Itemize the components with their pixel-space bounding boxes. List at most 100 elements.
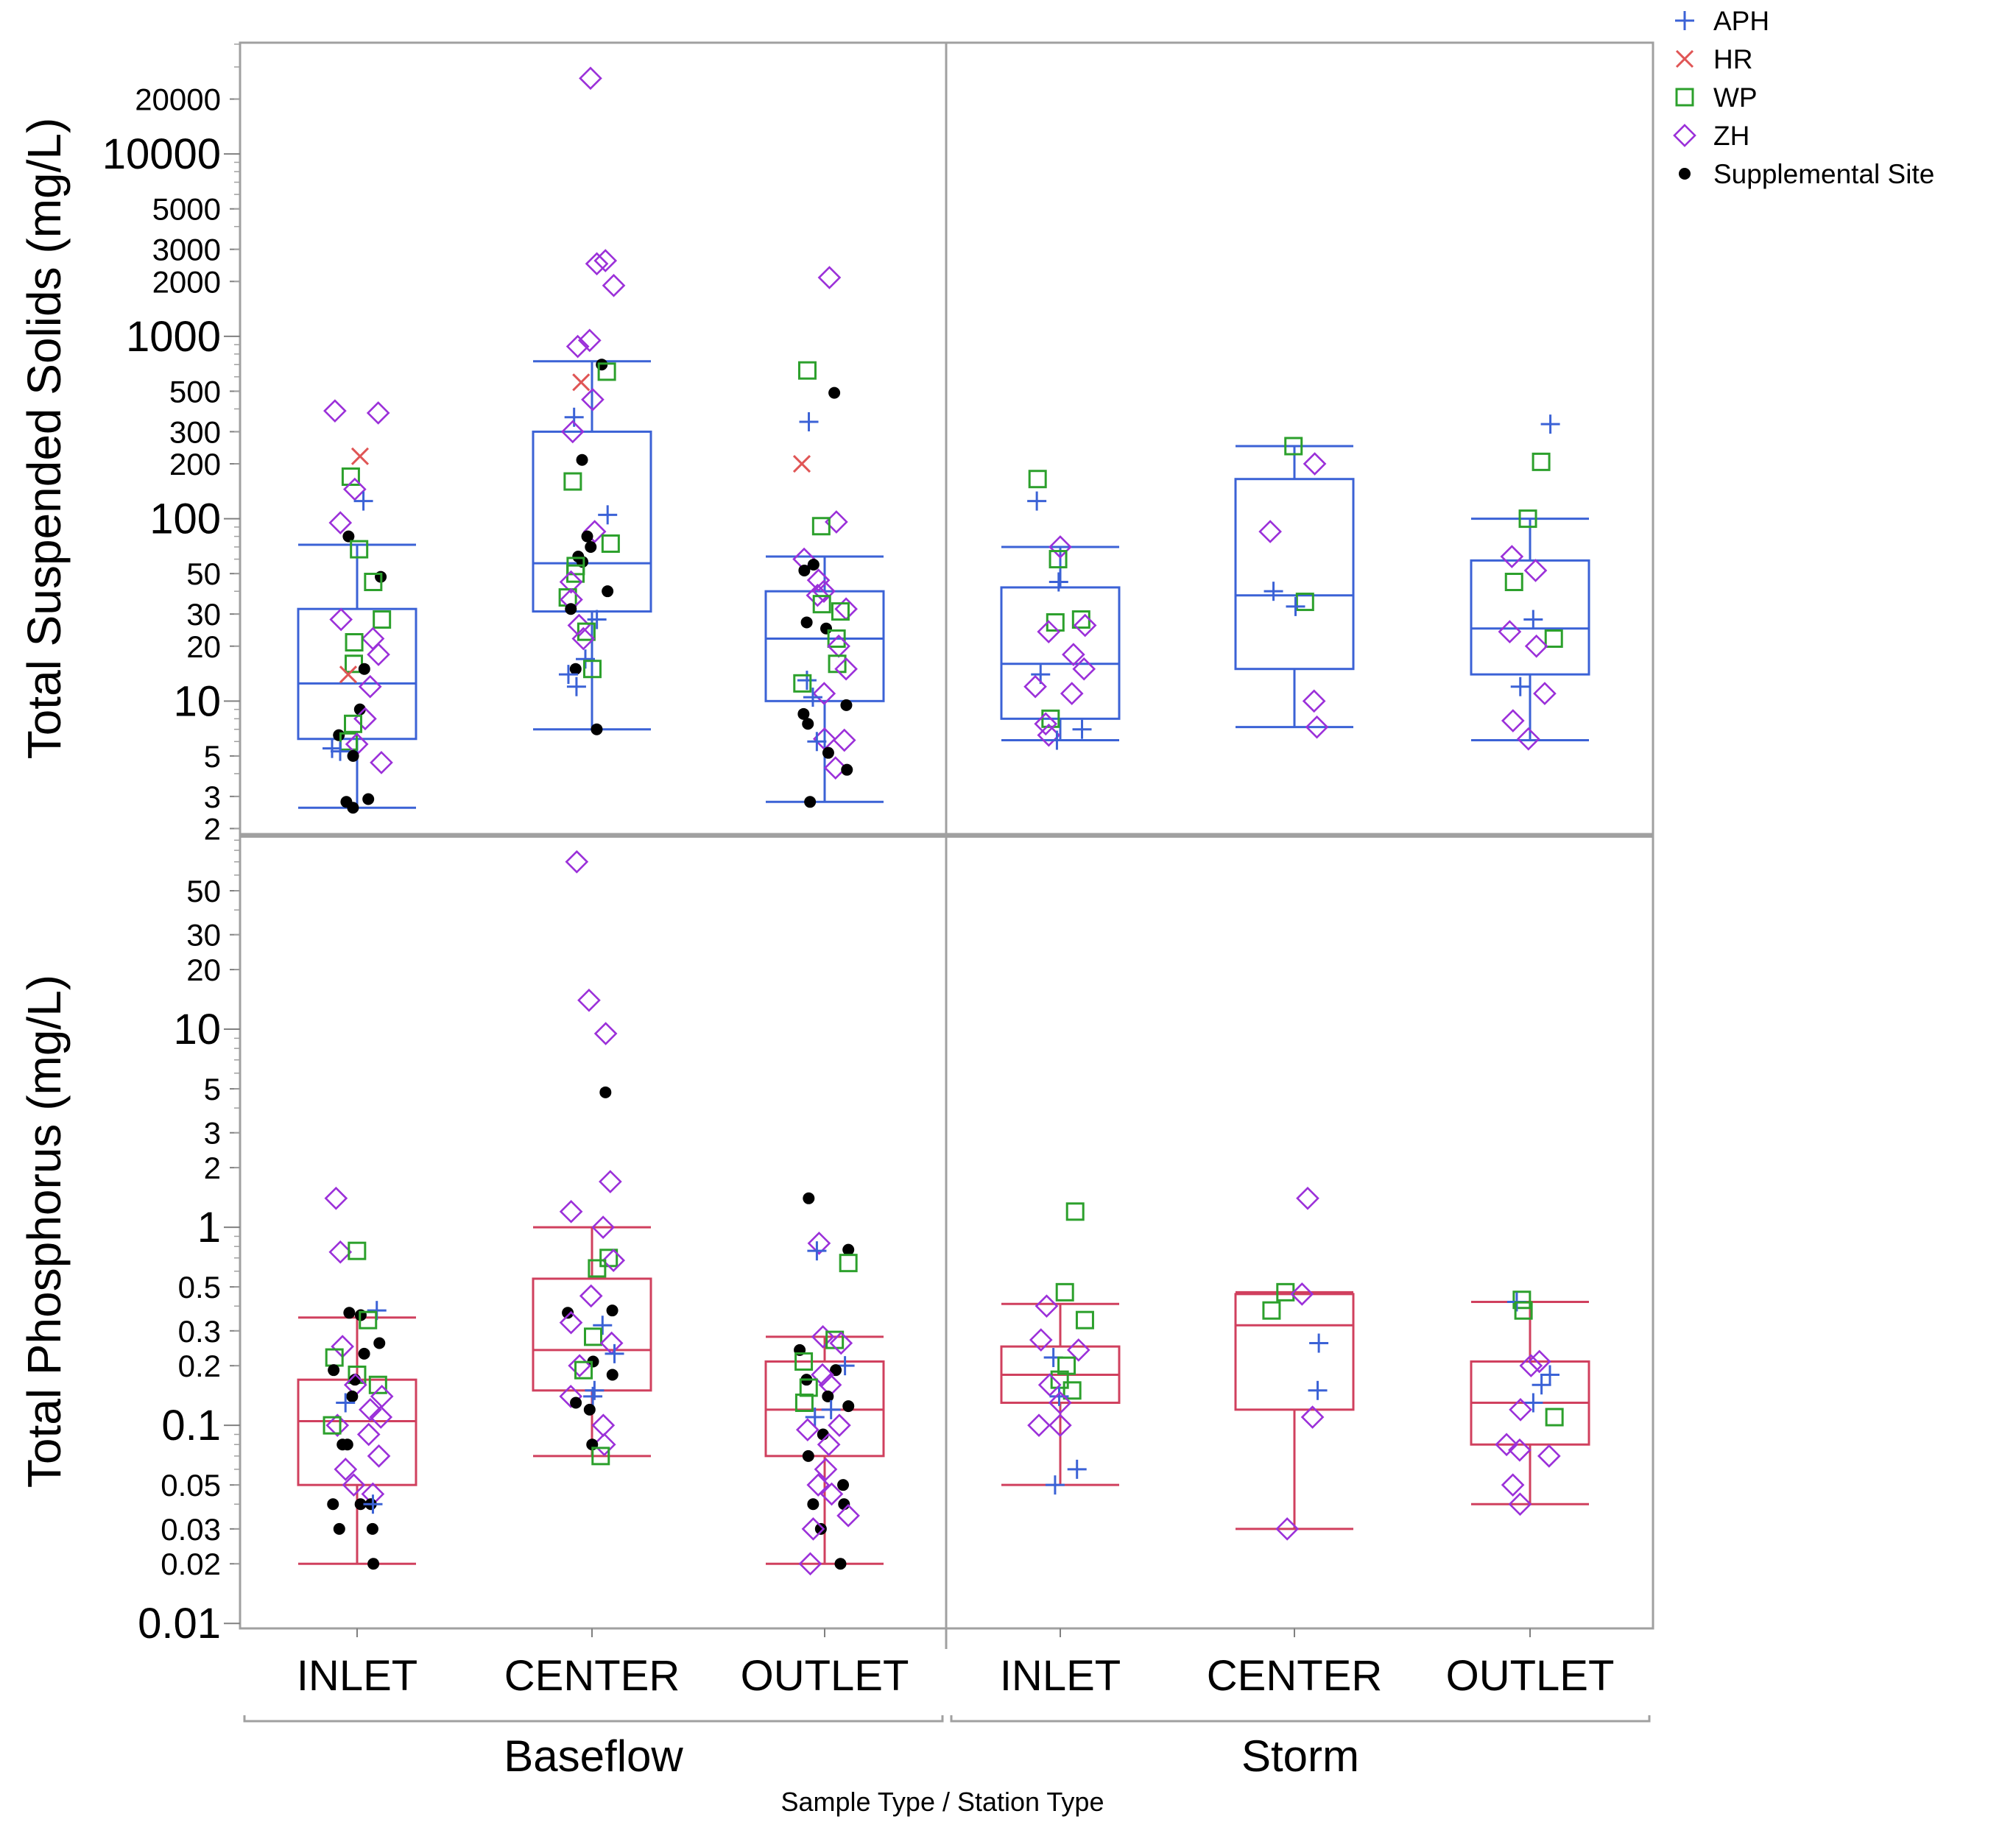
- point-zh: [1037, 1373, 1062, 1397]
- box-storm-center: [1234, 445, 1355, 729]
- point-zh: [806, 1473, 831, 1497]
- point-wp: [583, 660, 602, 679]
- point-supplemental: [807, 1498, 820, 1511]
- point-aph: [1286, 596, 1305, 616]
- point-supplemental: [814, 1522, 827, 1535]
- point-zh: [834, 657, 858, 681]
- point-zh: [811, 1363, 834, 1387]
- y-tick-label: 20: [186, 629, 221, 664]
- point-zh: [559, 1310, 583, 1335]
- y-tick-label: 10: [173, 1006, 221, 1053]
- point-zh: [1062, 643, 1085, 666]
- point-supplemental: [800, 616, 813, 629]
- point-wp: [1295, 593, 1314, 612]
- point-hr: [1675, 49, 1694, 68]
- point-wp: [344, 714, 363, 733]
- point-wp: [1545, 1408, 1564, 1427]
- point-zh: [1060, 682, 1084, 705]
- point-aph: [566, 677, 586, 696]
- y-tick-label: 5000: [152, 192, 221, 227]
- y-tick-label: 2: [204, 811, 221, 846]
- x-category-label: INLET: [297, 1652, 417, 1700]
- point-supplemental: [842, 1400, 855, 1413]
- point-supplemental: [822, 746, 834, 759]
- point-wp: [601, 534, 620, 553]
- point-wp: [1504, 573, 1523, 592]
- x-group-label: Baseflow: [504, 1731, 683, 1781]
- point-supplemental: [804, 796, 817, 808]
- point-aph: [1532, 1375, 1551, 1395]
- point-aph: [805, 1408, 825, 1427]
- point-zh: [801, 1517, 825, 1541]
- point-aph: [1067, 1459, 1087, 1479]
- point-wp: [839, 1254, 858, 1273]
- x-category-label: OUTLET: [1446, 1652, 1615, 1700]
- point-zh: [1290, 1282, 1314, 1306]
- point-zh: [1673, 124, 1696, 147]
- point-zh: [812, 579, 836, 604]
- point-aph: [353, 491, 373, 511]
- point-aph: [1540, 1365, 1559, 1385]
- x-category-label: CENTER: [504, 1652, 680, 1700]
- y-tick-label: 3000: [152, 233, 221, 267]
- point-supplemental: [569, 663, 582, 675]
- y-tick-label: 3: [204, 1116, 221, 1151]
- point-aph: [1263, 582, 1283, 601]
- point-zh: [591, 1215, 615, 1239]
- x-axis-title: Sample Type / Station Type: [781, 1787, 1104, 1817]
- point-zh: [323, 399, 347, 423]
- point-wp: [1544, 629, 1563, 649]
- point-zh: [1524, 634, 1548, 658]
- point-zh: [836, 1504, 860, 1528]
- point-supplemental: [840, 699, 853, 711]
- point-zh: [599, 1170, 622, 1193]
- y-tick-label: 10000: [102, 130, 221, 178]
- y-tick-label: 5: [204, 1072, 221, 1106]
- point-wp: [583, 1327, 602, 1346]
- point-supplemental: [802, 718, 814, 730]
- point-zh: [811, 1325, 835, 1349]
- point-supplemental: [1679, 168, 1691, 180]
- point-zh: [1035, 1294, 1059, 1318]
- x-category-label: INLET: [1000, 1652, 1121, 1700]
- point-zh: [814, 1458, 838, 1481]
- point-aph: [1072, 719, 1092, 739]
- y-tick-label: 200: [169, 447, 221, 481]
- point-supplemental: [820, 622, 833, 635]
- legend-label: WP: [1713, 82, 1758, 113]
- point-zh: [559, 570, 583, 594]
- point-aph: [1309, 1333, 1329, 1353]
- point-supplemental: [807, 558, 820, 571]
- point-supplemental: [354, 1498, 367, 1511]
- y-tick-label: 5: [204, 739, 221, 774]
- legend-label: ZH: [1713, 121, 1749, 151]
- point-supplemental: [599, 1086, 612, 1098]
- point-zh: [1072, 657, 1096, 681]
- point-aph: [336, 1393, 356, 1413]
- point-wp: [1062, 1381, 1082, 1400]
- point-supplemental: [585, 540, 597, 553]
- point-supplemental: [817, 1428, 829, 1441]
- point-aph: [576, 649, 596, 669]
- y-tick-label: 0.2: [178, 1349, 221, 1383]
- point-wp: [1028, 470, 1047, 489]
- point-supplemental: [333, 729, 345, 741]
- point-supplemental: [358, 1347, 370, 1360]
- y-tick-label: 50: [186, 874, 221, 908]
- y-tick-label: 100: [149, 495, 221, 543]
- point-wp: [1518, 509, 1537, 529]
- point-zh: [359, 1398, 382, 1422]
- y-axis-title: Total Suspended Solids (mg/L): [18, 118, 71, 760]
- point-supplemental: [842, 1243, 855, 1256]
- point-zh: [1048, 535, 1072, 559]
- point-wp: [348, 1241, 367, 1260]
- legend-label: Supplemental Site: [1713, 159, 1934, 189]
- point-aph: [1048, 572, 1068, 592]
- point-wp: [323, 1416, 342, 1435]
- legend-label: APH: [1713, 6, 1769, 36]
- point-aph: [1049, 1386, 1069, 1406]
- y-tick-label: 1000: [126, 313, 221, 361]
- point-supplemental: [802, 1450, 814, 1462]
- point-supplemental: [367, 1558, 380, 1570]
